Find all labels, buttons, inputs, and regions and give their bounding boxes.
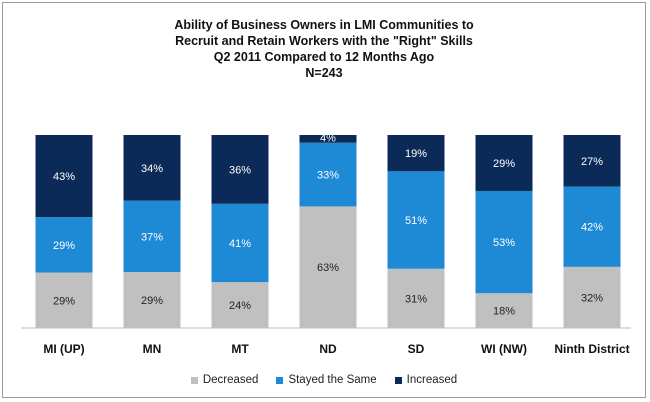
x-tick-label-mi-up: MI (UP)	[43, 342, 84, 356]
legend-item-decreased: Decreased	[190, 374, 259, 386]
data-label-mi-up-decreased: 29%	[53, 295, 75, 307]
bar-nd-stayed-the-same	[299, 142, 357, 207]
data-label-wi-nw-stayed-the-same: 53%	[493, 237, 515, 249]
data-label-ninth-district-increased: 27%	[581, 156, 603, 168]
bar-sd-increased	[387, 135, 445, 172]
bar-nd-decreased	[299, 206, 357, 328]
stacked-bar-plot: 29% 29% 43% MI (UP) 29% 37% 34% MN 24% 41% 36% MT 63…	[21, 133, 631, 356]
data-label-mi-up-stayed-the-same: 29%	[53, 240, 75, 252]
legend-item-increased: Increased	[394, 374, 458, 386]
legend-label-stayed-the-same: Stayed the Same	[288, 374, 377, 386]
data-label-ninth-district-stayed-the-same: 42%	[581, 222, 603, 234]
bar-ninth-district-increased	[563, 135, 621, 187]
bar-wi-nw-stayed-the-same	[475, 190, 533, 294]
data-label-nd-stayed-the-same: 33%	[317, 170, 339, 182]
legend-swatch-decreased	[190, 376, 198, 384]
bar-mn-decreased	[123, 272, 181, 328]
data-label-mt-stayed-the-same: 41%	[229, 238, 251, 250]
chart-title: Ability of Business Owners in LMI Commun…	[3, 17, 645, 81]
data-label-wi-nw-increased: 29%	[493, 158, 515, 170]
data-label-sd-decreased: 31%	[405, 293, 427, 305]
bar-wi-nw-decreased	[475, 293, 533, 328]
data-label-wi-nw-decreased: 18%	[493, 306, 515, 318]
bar-wi-nw-increased	[475, 135, 533, 191]
bar-mi-up-decreased	[35, 272, 93, 328]
bar-mt-decreased	[211, 282, 269, 328]
data-label-sd-increased: 19%	[405, 148, 427, 160]
legend-label-increased: Increased	[406, 374, 458, 386]
chart-frame: Ability of Business Owners in LMI Commun…	[2, 2, 646, 398]
bar-ninth-district-decreased	[563, 266, 621, 328]
legend-item-stayed-the-same: Stayed the Same	[276, 374, 377, 386]
x-tick-label-sd: SD	[408, 342, 425, 356]
x-tick-label-nd: ND	[319, 342, 337, 356]
legend-swatch-stayed-the-same	[276, 376, 284, 384]
data-label-nd-decreased: 63%	[317, 262, 339, 274]
bar-mn-stayed-the-same	[123, 200, 181, 273]
bar-mt-increased	[211, 135, 269, 204]
title-line-3: Q2 2011 Compared to 12 Months Ago	[213, 50, 435, 64]
bar-sd-stayed-the-same	[387, 171, 445, 269]
bar-ninth-district-stayed-the-same	[563, 186, 621, 267]
x-tick-label-wi-nw: WI (NW)	[481, 342, 527, 356]
x-tick-label-mn: MN	[143, 342, 162, 356]
title-line-1: Ability of Business Owners in LMI Commun…	[174, 18, 474, 32]
data-label-mn-increased: 34%	[141, 163, 163, 175]
legend-swatch-increased	[394, 376, 402, 384]
legend-label-decreased: Decreased	[202, 374, 259, 386]
x-tick-label-mt: MT	[231, 342, 249, 356]
data-label-mn-stayed-the-same: 37%	[141, 231, 163, 243]
data-label-ninth-district-decreased: 32%	[581, 292, 603, 304]
data-label-nd-increased: 4%	[320, 133, 336, 145]
bar-nd-increased	[299, 135, 357, 143]
title-line-2: Recruit and Retain Workers with the "Rig…	[175, 34, 473, 48]
bar-mn-increased	[123, 135, 181, 201]
legend: Decreased Stayed the Same Increased	[3, 374, 645, 386]
bar-mt-stayed-the-same	[211, 203, 269, 283]
data-label-mn-decreased: 29%	[141, 295, 163, 307]
bar-mi-up-stayed-the-same	[35, 217, 93, 273]
data-label-mt-increased: 36%	[229, 164, 251, 176]
x-tick-label-ninth-district: Ninth District	[554, 342, 629, 356]
data-label-sd-stayed-the-same: 51%	[405, 215, 427, 227]
bar-mi-up-increased	[35, 135, 93, 218]
data-label-mi-up-increased: 43%	[53, 171, 75, 183]
bar-sd-decreased	[387, 268, 445, 328]
title-line-4: N=243	[305, 66, 343, 80]
data-label-mt-decreased: 24%	[229, 300, 251, 312]
